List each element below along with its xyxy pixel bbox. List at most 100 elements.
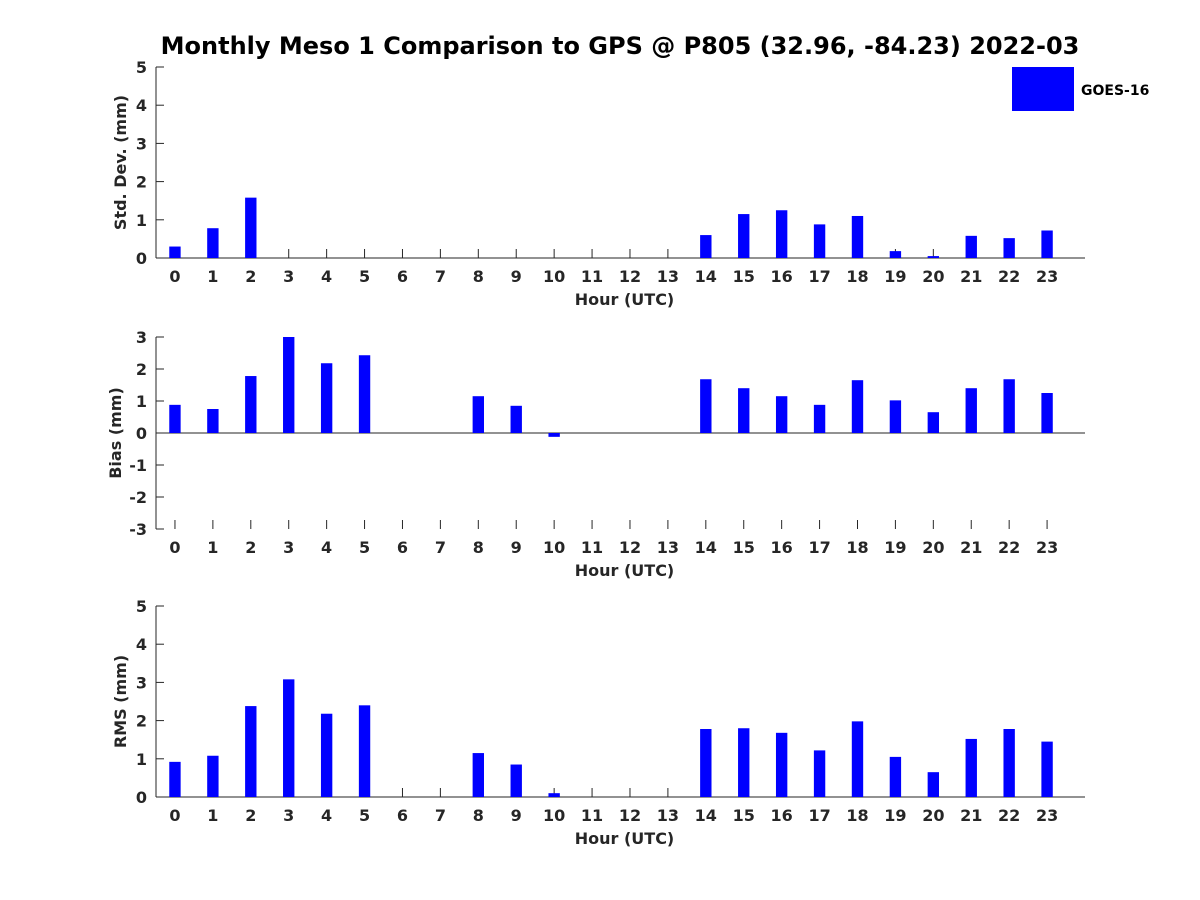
bar-hour-15 (738, 214, 750, 258)
y-tick-label: 0 (136, 788, 147, 807)
x-tick-label: 21 (960, 806, 982, 825)
bar-hour-20 (927, 412, 940, 433)
legend: GOES-16 (1012, 67, 1149, 111)
x-tick-label: 21 (960, 267, 982, 286)
bar-hour-21 (965, 738, 977, 797)
x-tick-label: 17 (808, 538, 830, 557)
bar-hour-0 (169, 404, 181, 433)
y-tick-label: 4 (136, 96, 147, 115)
x-tick-label: 15 (733, 806, 755, 825)
y-tick-label: 3 (136, 673, 147, 692)
bar-hour-15 (738, 728, 750, 797)
x-tick-label: 22 (998, 806, 1020, 825)
y-tick-label: 2 (136, 712, 147, 731)
bar-hour-19 (889, 400, 902, 433)
x-tick-label: 22 (998, 267, 1020, 286)
bar-hour-18 (851, 215, 864, 258)
bar-hour-3 (283, 337, 295, 433)
x-tick-label: 10 (543, 538, 565, 557)
x-tick-label: 10 (543, 267, 565, 286)
bar-hour-15 (738, 388, 750, 433)
x-tick-label: 4 (321, 267, 332, 286)
x-tick-label: 7 (435, 267, 446, 286)
x-axis-label: Hour (UTC) (575, 561, 675, 580)
x-tick-label: 13 (657, 538, 679, 557)
bar-hour-8 (472, 396, 484, 433)
x-tick-label: 12 (619, 806, 641, 825)
bar-hour-5 (358, 355, 371, 433)
x-axis-label: Hour (UTC) (575, 290, 675, 309)
x-tick-label: 18 (846, 806, 868, 825)
x-tick-label: 1 (207, 267, 218, 286)
bar-hour-17 (813, 224, 826, 258)
x-tick-label: 20 (922, 267, 944, 286)
x-tick-label: 21 (960, 538, 982, 557)
bar-hour-0 (169, 246, 181, 258)
bar-hour-22 (1003, 729, 1015, 797)
bar-hour-10 (548, 433, 560, 437)
bar-hour-23 (1041, 230, 1053, 258)
bar-hour-9 (510, 405, 522, 433)
bar-hour-18 (851, 380, 864, 433)
bar-hour-2 (245, 706, 257, 797)
x-tick-label: 6 (397, 806, 408, 825)
x-tick-label: 6 (397, 538, 408, 557)
bar-hour-16 (775, 210, 788, 258)
y-tick-label: 1 (136, 392, 147, 411)
x-tick-label: 13 (657, 806, 679, 825)
x-tick-label: 18 (846, 267, 868, 286)
x-tick-label: 5 (359, 267, 370, 286)
x-tick-label: 18 (846, 538, 868, 557)
x-tick-label: 7 (435, 806, 446, 825)
x-tick-label: 0 (169, 267, 180, 286)
y-tick-label: 2 (136, 173, 147, 192)
bar-hour-23 (1041, 741, 1053, 797)
bar-hour-21 (965, 235, 977, 258)
y-tick-label: 5 (136, 597, 147, 616)
x-axis-label: Hour (UTC) (575, 829, 675, 848)
x-tick-label: 13 (657, 267, 679, 286)
x-tick-label: 15 (733, 267, 755, 286)
bar-hour-19 (889, 251, 902, 258)
bar-hour-16 (775, 732, 788, 797)
x-tick-label: 0 (169, 806, 180, 825)
x-tick-label: 2 (245, 538, 256, 557)
y-tick-label: 1 (136, 750, 147, 769)
bar-hour-21 (965, 388, 977, 433)
bar-hour-3 (283, 679, 295, 797)
x-tick-label: 20 (922, 538, 944, 557)
x-tick-label: 12 (619, 538, 641, 557)
bar-hour-23 (1041, 393, 1053, 433)
legend-swatch (1012, 67, 1074, 111)
bar-hour-0 (169, 761, 181, 797)
x-tick-label: 2 (245, 806, 256, 825)
y-tick-label: 0 (136, 424, 147, 443)
y-tick-label: 2 (136, 360, 147, 379)
bar-hour-17 (813, 404, 826, 433)
bar-hour-20 (927, 772, 940, 797)
y-axis-label: Bias (mm) (106, 387, 125, 479)
x-tick-label: 22 (998, 538, 1020, 557)
x-tick-label: 20 (922, 806, 944, 825)
x-tick-label: 3 (283, 538, 294, 557)
bar-hour-8 (472, 753, 484, 797)
x-tick-label: 11 (581, 806, 603, 825)
x-tick-label: 6 (397, 267, 408, 286)
x-tick-label: 14 (695, 538, 717, 557)
y-tick-label: -2 (129, 488, 147, 507)
bar-hour-5 (358, 705, 371, 797)
x-tick-label: 17 (808, 267, 830, 286)
bar-hour-2 (245, 197, 257, 258)
x-tick-label: 1 (207, 538, 218, 557)
x-tick-label: 8 (473, 538, 484, 557)
x-tick-label: 23 (1036, 267, 1058, 286)
y-axis-label: RMS (mm) (111, 655, 130, 748)
bar-hour-14 (700, 235, 712, 258)
x-tick-label: 19 (884, 267, 906, 286)
x-tick-label: 12 (619, 267, 641, 286)
x-tick-label: 15 (733, 538, 755, 557)
bar-hour-10 (548, 793, 560, 797)
x-tick-label: 1 (207, 806, 218, 825)
